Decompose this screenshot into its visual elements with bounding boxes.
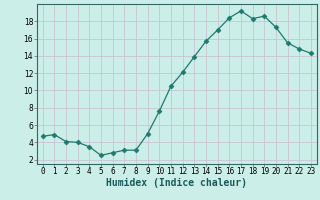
X-axis label: Humidex (Indice chaleur): Humidex (Indice chaleur): [106, 178, 247, 188]
